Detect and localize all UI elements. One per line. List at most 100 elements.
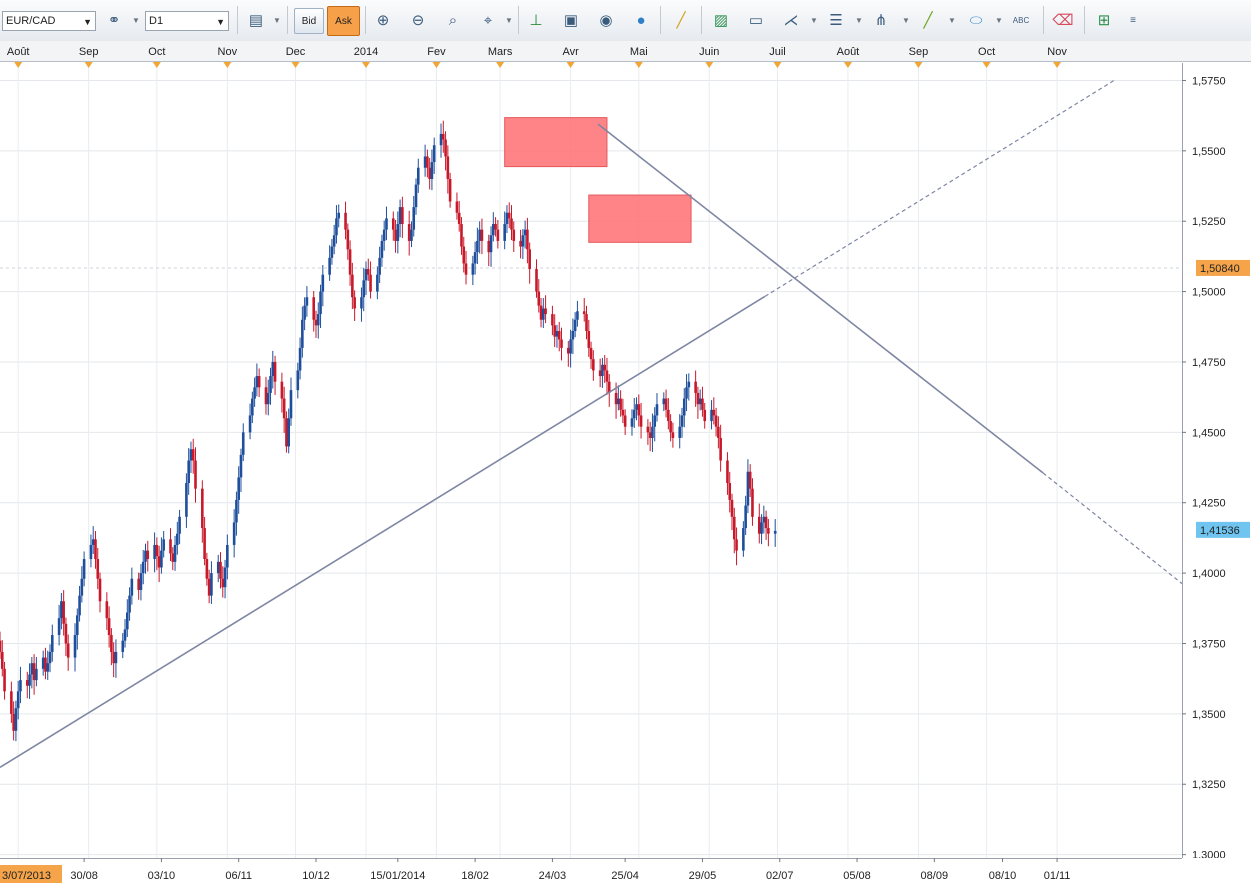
chart-type-icon[interactable]: ▤	[248, 12, 264, 29]
month-label: Mars	[488, 46, 513, 58]
candle-body	[44, 657, 47, 672]
text-tool-icon[interactable]: ABC	[1012, 15, 1030, 25]
candle-body	[78, 595, 81, 616]
pitchfork-icon[interactable]: ⋔	[874, 12, 888, 29]
candle-body	[567, 347, 570, 354]
candle-body	[137, 578, 140, 590]
date-axis-background	[0, 858, 1251, 888]
chart-type-dropdown-icon[interactable]: ▼	[273, 15, 281, 25]
candle-body	[364, 269, 368, 281]
candle-body	[303, 305, 306, 320]
candle-body	[448, 178, 452, 202]
eraser-icon[interactable]: ⌫	[1052, 12, 1074, 29]
zoom-out-icon[interactable]: ⊖	[411, 12, 425, 29]
candle-body	[667, 409, 670, 422]
link-dropdown-icon[interactable]: ▼	[132, 15, 140, 25]
candle-body	[144, 550, 147, 562]
candle-body	[178, 516, 181, 534]
objects-tree-icon[interactable]: ⊞	[1097, 12, 1111, 29]
picture-icon[interactable]: ▨	[713, 12, 729, 29]
candle-body	[216, 561, 220, 574]
date-tick-label: 24/03	[539, 870, 567, 882]
candle-body	[455, 201, 459, 213]
chevron-down-icon: ▼	[83, 17, 92, 27]
eye-view-icon[interactable]: ◉	[599, 12, 613, 29]
candle-body	[560, 339, 563, 348]
price-tick-label: 1,3750	[1192, 638, 1226, 650]
highlight-zones	[504, 117, 692, 243]
price-tick-label: 1,5000	[1192, 287, 1226, 299]
line-tool-icon[interactable]: ╱	[923, 12, 933, 29]
candle-body	[376, 274, 379, 292]
price-tick-label: 1,4250	[1192, 498, 1226, 510]
candle-body	[110, 635, 113, 652]
candle-body	[25, 680, 29, 686]
candle-body	[176, 533, 179, 545]
indicator-icon[interactable]: ⊥	[529, 12, 543, 29]
month-marker	[432, 62, 441, 68]
candle-body	[639, 415, 643, 427]
month-label: Nov	[1047, 46, 1067, 58]
candle-body	[428, 167, 431, 179]
date-tick-label: 01/11	[1044, 870, 1071, 882]
more-icon[interactable]: ≡	[1130, 14, 1136, 26]
date-tick-label: 18/02	[461, 870, 489, 882]
candle-body	[598, 370, 602, 377]
line-dropdown-icon[interactable]: ▼	[948, 15, 956, 25]
candle-body	[160, 550, 163, 568]
fibonacci-icon[interactable]: ☰	[829, 12, 843, 29]
candle-body	[251, 398, 254, 416]
candle-body	[607, 381, 611, 393]
month-marker	[773, 62, 782, 68]
date-tick-label: 10/12	[302, 870, 330, 882]
zoom-in-icon[interactable]: ⊕	[376, 12, 390, 29]
candle-body	[332, 235, 336, 247]
candle-body	[41, 657, 45, 669]
zoom-select-icon[interactable]: ⌖	[483, 11, 493, 29]
candle-body	[407, 224, 411, 241]
price-tick-label: 1,5750	[1192, 75, 1226, 87]
candle-body	[682, 398, 686, 416]
link-symbols-icon[interactable]: ⚭	[107, 12, 121, 29]
candle-body	[762, 516, 766, 523]
candle-body	[646, 426, 650, 433]
candle-body	[146, 550, 150, 560]
candle-body	[635, 404, 638, 410]
candle-body	[107, 618, 111, 636]
magnifier-zoom-icon[interactable]: ⌕	[448, 11, 458, 29]
candle-body	[462, 246, 466, 264]
candle-body	[210, 573, 213, 596]
candle-body	[48, 651, 52, 664]
candle-body	[441, 133, 445, 140]
pitchfork-dropdown-icon[interactable]: ▼	[902, 15, 910, 25]
ruler-icon[interactable]: ╱	[676, 12, 686, 29]
ask-button[interactable]: Ask	[327, 6, 360, 36]
ellipse-dropdown-icon[interactable]: ▼	[995, 15, 1003, 25]
chart-properties-icon[interactable]: ▣	[563, 12, 579, 29]
candle-body	[698, 398, 702, 405]
month-axis-band	[0, 41, 1251, 61]
candle-body	[75, 615, 79, 636]
globe-icon[interactable]: ●	[636, 11, 646, 29]
timeframe-select[interactable]: D1 ▼	[145, 11, 229, 31]
month-label: Mai	[630, 46, 648, 58]
candle-body	[369, 274, 372, 292]
symbol-select[interactable]: EUR/CAD ▼	[2, 11, 96, 31]
candle-body	[632, 409, 636, 419]
candle-body	[241, 432, 245, 455]
price-chart[interactable]: Août Sep Oct Nov Dec 2014 Fev Mars Avr Mai Juin Jui…	[0, 41, 1251, 888]
month-label: Août	[837, 46, 860, 58]
fibonacci-dropdown-icon[interactable]: ▼	[855, 15, 863, 25]
candle-body	[235, 499, 238, 523]
ellipse-tool-icon[interactable]: ⬭	[969, 11, 983, 29]
resistance-zone	[504, 117, 608, 168]
fan-tool-icon[interactable]: ⋌	[783, 12, 799, 29]
candle-body	[32, 663, 36, 681]
candle-body	[701, 398, 704, 410]
candle-body	[141, 561, 145, 574]
fan-dropdown-icon[interactable]: ▼	[810, 15, 818, 25]
candle-body	[735, 539, 738, 551]
zoom-dropdown-icon[interactable]: ▼	[505, 15, 513, 25]
bid-button[interactable]: Bid	[294, 8, 324, 34]
window-icon[interactable]: ▭	[748, 12, 764, 29]
